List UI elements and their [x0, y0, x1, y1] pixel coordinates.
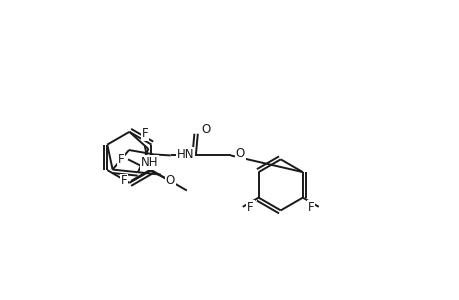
- Text: O: O: [202, 123, 211, 136]
- Text: F: F: [246, 201, 253, 214]
- Text: F: F: [120, 175, 127, 188]
- Text: F: F: [307, 201, 313, 214]
- Text: O: O: [165, 175, 174, 188]
- Text: F: F: [141, 127, 148, 140]
- Text: O: O: [235, 147, 244, 160]
- Text: F: F: [117, 153, 124, 166]
- Text: HN: HN: [176, 148, 194, 161]
- Text: NH: NH: [140, 156, 158, 169]
